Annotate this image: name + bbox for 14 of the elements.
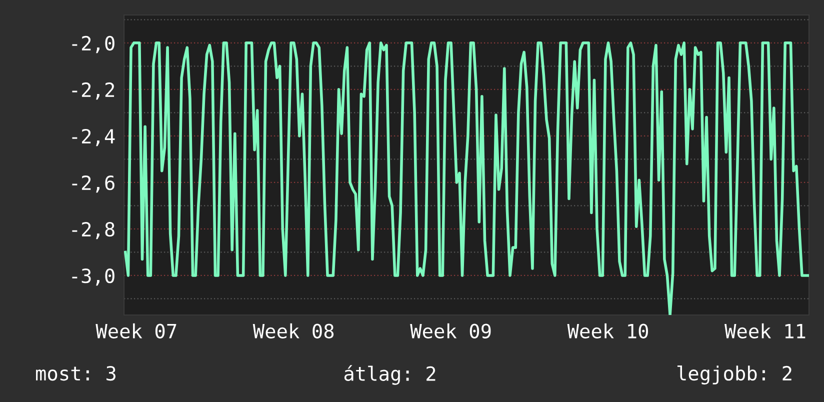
y-tick-label: -2,6 (72, 175, 114, 193)
y-tick-label: -2,4 (72, 128, 115, 146)
text: átlag: 2 (344, 365, 436, 385)
y-tick-label: -2,2 (72, 82, 114, 100)
y-tick-label: -3,0 (72, 268, 114, 286)
y-tick-label: -2,8 (72, 222, 114, 240)
y-tick-label: -2,0 (72, 36, 114, 54)
x-tick-label: Week 10 (567, 323, 648, 338)
x-tick-label: Week 07 (96, 323, 176, 338)
x-tick-label: Week 11 (724, 323, 806, 338)
x-tick-label: Week 08 (252, 323, 334, 338)
text: most: 3 (36, 366, 116, 381)
x-tick-label: Week 09 (410, 323, 491, 338)
text: legjobb: 2 (677, 365, 792, 385)
